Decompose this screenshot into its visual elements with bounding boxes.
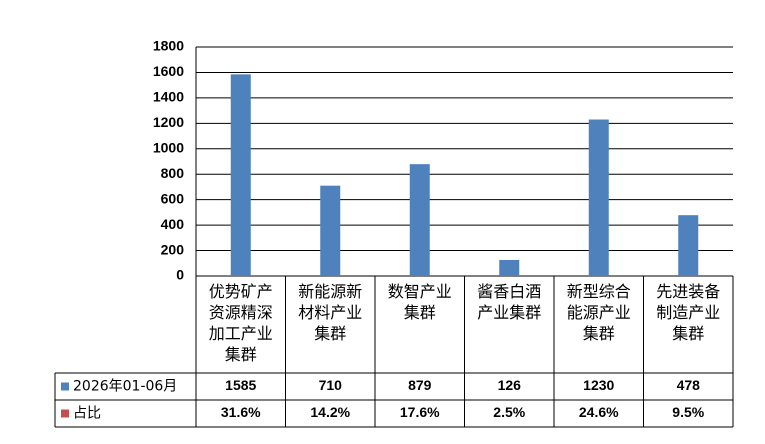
y-tick-label: 0 <box>176 267 184 283</box>
table-cell: 24.6% <box>579 404 619 420</box>
y-tick-label: 200 <box>161 241 185 257</box>
table-cell: 14.2% <box>310 404 350 420</box>
table-cell: 126 <box>498 377 522 393</box>
y-tick-label: 800 <box>161 165 185 181</box>
table-cell: 879 <box>408 377 432 393</box>
y-tick-label: 1400 <box>153 89 184 105</box>
y-tick-label: 1800 <box>153 38 184 54</box>
x-tick-label: 新能源新材料产业集群 <box>298 282 362 343</box>
table-cell: 1230 <box>583 377 614 393</box>
bar <box>230 74 251 276</box>
y-tick-label: 600 <box>161 190 185 206</box>
x-tick-label: 优势矿产资源精深加工产业集群 <box>209 282 273 364</box>
table-cell: 31.6% <box>221 404 261 420</box>
x-tick-label: 数智产业集群 <box>388 282 452 322</box>
legend-label: 2026年01-06月 <box>73 379 177 395</box>
bar <box>588 119 609 277</box>
bar <box>409 164 430 276</box>
table-cell: 478 <box>677 377 701 393</box>
x-tick-label: 先进装备制造产业集群 <box>656 282 720 343</box>
legend-label: 占比 <box>73 406 101 422</box>
table-cell: 2.5% <box>493 404 525 420</box>
legend-key <box>61 409 69 418</box>
table-cell: 1585 <box>225 377 256 393</box>
y-tick-label: 1000 <box>153 139 184 155</box>
bar <box>678 215 699 276</box>
legend-key <box>61 382 69 391</box>
y-tick-label: 400 <box>161 216 185 232</box>
x-tick-label: 酱香白酒产业集群 <box>477 282 541 322</box>
table-cell: 17.6% <box>400 404 440 420</box>
table-cell: 9.5% <box>672 404 704 420</box>
table-cell: 710 <box>319 377 343 393</box>
y-tick-label: 1200 <box>153 114 184 130</box>
x-tick-label: 新型综合能源产业集群 <box>567 282 631 343</box>
bar <box>499 259 520 276</box>
y-tick-label: 1600 <box>153 63 184 79</box>
bar <box>320 185 341 276</box>
